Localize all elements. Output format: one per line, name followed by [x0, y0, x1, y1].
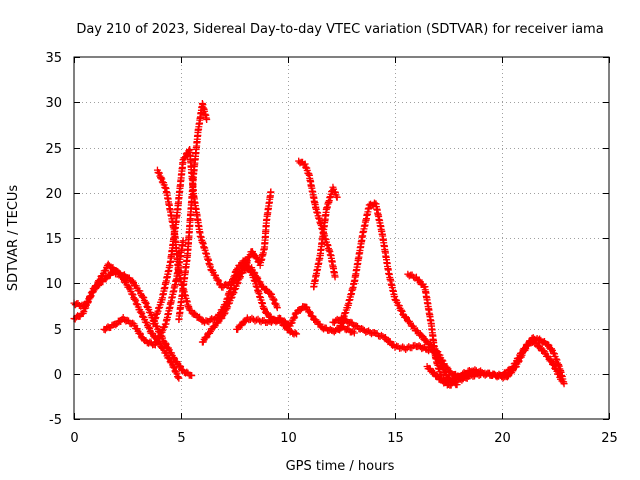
- data-point: [243, 258, 251, 266]
- data-point: [418, 331, 426, 339]
- data-point: [430, 368, 438, 376]
- data-point: [243, 257, 251, 265]
- data-point: [203, 115, 211, 123]
- data-point: [95, 281, 103, 289]
- y-tick-label: -5: [49, 413, 62, 428]
- data-point: [253, 273, 261, 281]
- data-point: [104, 260, 112, 268]
- data-point: [548, 345, 556, 353]
- data-point: [214, 276, 222, 284]
- x-tick-label: 10: [280, 431, 297, 446]
- data-point: [181, 154, 189, 162]
- x-tick-label: 0: [70, 431, 78, 446]
- data-point: [202, 334, 210, 342]
- series-track-14: [423, 337, 566, 389]
- data-point: [350, 329, 358, 337]
- data-point: [129, 277, 137, 285]
- data-point: [293, 330, 301, 338]
- series-track-7: [198, 188, 275, 346]
- data-point: [273, 304, 281, 312]
- data-point: [136, 329, 144, 337]
- data-point: [309, 312, 317, 320]
- x-tick-label: 5: [177, 431, 185, 446]
- y-tick-label: 10: [45, 277, 62, 292]
- data-point: [291, 329, 299, 337]
- data-point: [170, 354, 178, 362]
- data-point: [185, 147, 193, 155]
- data-point: [112, 321, 120, 329]
- data-point: [155, 333, 163, 341]
- data-point: [331, 273, 339, 281]
- data-point: [128, 290, 136, 298]
- data-point: [443, 363, 451, 371]
- series-track-3: [100, 237, 187, 349]
- data-point: [258, 282, 266, 290]
- data-point: [535, 342, 543, 350]
- data-point: [550, 361, 558, 369]
- data-point: [558, 377, 566, 385]
- data-point: [544, 341, 552, 349]
- data-point: [175, 374, 183, 382]
- data-point: [263, 309, 271, 317]
- data-point: [129, 291, 137, 299]
- data-point: [342, 316, 350, 324]
- y-tick-label: 0: [54, 368, 62, 383]
- y-tick-label: 5: [54, 323, 62, 338]
- data-point: [210, 323, 218, 331]
- data-point: [161, 339, 169, 347]
- series-track-6: [175, 100, 211, 323]
- data-point: [422, 336, 430, 344]
- y-tick-label: 20: [45, 187, 62, 202]
- data-point: [438, 356, 446, 364]
- data-point: [547, 356, 555, 364]
- data-point: [253, 316, 261, 324]
- x-axis-label: GPS time / hours: [286, 459, 395, 474]
- data-point: [402, 313, 410, 321]
- data-point: [296, 306, 304, 314]
- x-tick-label: 15: [387, 431, 404, 446]
- y-axis-label: SDTVAR / TECUs: [6, 185, 21, 292]
- data-point: [305, 308, 313, 316]
- data-point: [241, 318, 249, 326]
- data-point: [132, 297, 140, 305]
- data-point: [137, 308, 145, 316]
- y-tick-label: 25: [45, 142, 62, 157]
- data-point: [253, 253, 261, 261]
- data-point: [333, 193, 341, 201]
- series-track-10: [310, 183, 341, 291]
- data-point: [405, 343, 413, 351]
- series-track-11: [335, 199, 461, 389]
- data-points: [70, 100, 568, 389]
- data-point: [179, 237, 187, 245]
- data-point: [267, 188, 275, 196]
- data-point: [191, 309, 199, 317]
- y-tick-label: 15: [45, 232, 62, 247]
- data-point: [156, 332, 164, 340]
- data-point: [398, 307, 406, 315]
- series-track-8: [233, 303, 358, 337]
- data-point: [391, 343, 399, 351]
- y-tick-label: 30: [45, 96, 62, 111]
- data-point: [425, 347, 433, 355]
- plot-frame: [73, 56, 610, 420]
- gridlines: [74, 57, 609, 419]
- chart-title: Day 210 of 2023, Sidereal Day-to-day VTE…: [76, 22, 603, 37]
- data-point: [370, 199, 378, 207]
- x-tick-label: 25: [601, 431, 618, 446]
- data-point: [280, 317, 288, 325]
- data-point: [549, 360, 557, 368]
- data-point: [131, 295, 139, 303]
- data-point: [146, 325, 154, 333]
- data-point: [138, 309, 146, 317]
- data-point: [397, 306, 405, 314]
- data-point: [145, 323, 153, 331]
- x-tick-label: 20: [494, 431, 511, 446]
- data-point: [188, 372, 196, 380]
- y-tick-label: 35: [45, 51, 62, 66]
- data-point: [257, 318, 265, 326]
- data-point: [521, 345, 529, 353]
- data-point: [467, 371, 475, 379]
